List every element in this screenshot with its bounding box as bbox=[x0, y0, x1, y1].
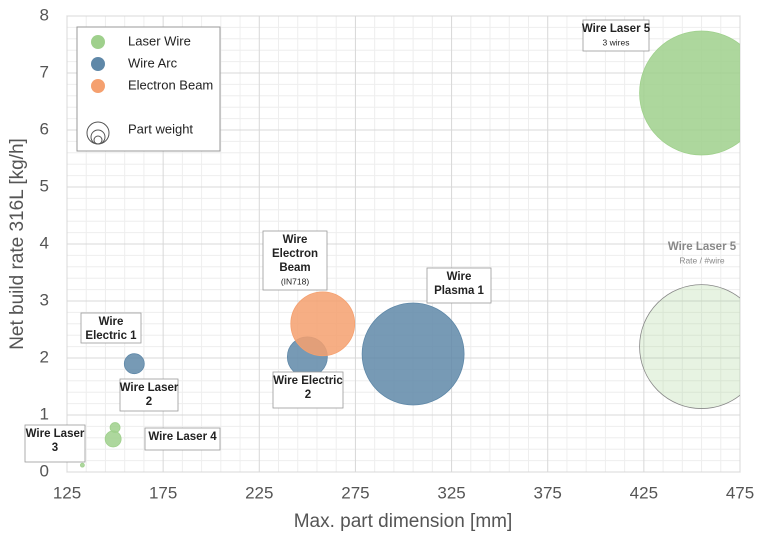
x-tick-label: 425 bbox=[630, 483, 658, 502]
legend-marker bbox=[91, 79, 105, 93]
bubble bbox=[639, 30, 740, 156]
y-tick-label: 2 bbox=[40, 347, 49, 366]
y-axis-title: Net build rate 316L [kg/h] bbox=[7, 138, 28, 350]
bubble-label: (IN718) bbox=[281, 276, 310, 286]
bubble bbox=[639, 284, 740, 409]
bubble-label: Wire Laser 5 bbox=[582, 23, 651, 35]
callout-box bbox=[24, 424, 86, 463]
callout-box bbox=[262, 230, 328, 291]
bubble-label: Wire Electric bbox=[273, 375, 343, 387]
bubble-label: 3 bbox=[52, 442, 58, 454]
x-tick-label: 175 bbox=[149, 483, 177, 502]
y-tick-label: 8 bbox=[40, 5, 49, 24]
y-tick-label: 7 bbox=[40, 62, 49, 81]
legend: Laser Wire Wire Arc Electron Beam Part weig… bbox=[76, 26, 221, 152]
legend-label: Wire Arc bbox=[128, 55, 178, 70]
bubble bbox=[104, 430, 122, 448]
x-tick-label: 125 bbox=[53, 483, 81, 502]
bubble-label: Electric 1 bbox=[85, 330, 137, 342]
size-legend-label: Part weight bbox=[128, 121, 193, 136]
bubble-label: 2 bbox=[146, 396, 152, 408]
x-tick-label: 225 bbox=[245, 483, 273, 502]
bubble-label: Plasma 1 bbox=[434, 285, 484, 297]
x-tick-label: 325 bbox=[437, 483, 465, 502]
bubble-label: Wire bbox=[447, 271, 472, 283]
bubble bbox=[79, 462, 85, 468]
bubble bbox=[123, 353, 145, 375]
callout-box bbox=[582, 19, 650, 52]
legend-label: Electron Beam bbox=[128, 77, 213, 92]
x-tick-label: 375 bbox=[534, 483, 562, 502]
y-tick-label: 3 bbox=[40, 290, 49, 309]
y-tick-label: 5 bbox=[40, 176, 49, 195]
bubbles bbox=[79, 30, 740, 468]
y-tick-label: 1 bbox=[40, 404, 49, 423]
y-tick-label: 4 bbox=[40, 233, 49, 252]
bubble bbox=[361, 302, 465, 406]
callout-box bbox=[80, 312, 142, 344]
bubble-label: Electron bbox=[272, 248, 318, 260]
legend-marker bbox=[91, 35, 105, 49]
bubble-label: 2 bbox=[305, 389, 311, 401]
legend-marker bbox=[91, 57, 105, 71]
size-legend-marker bbox=[93, 135, 103, 145]
callout-box bbox=[272, 371, 344, 409]
callout-box bbox=[426, 267, 492, 304]
x-tick-label: 475 bbox=[726, 483, 754, 502]
bubble-label: Wire Laser 4 bbox=[148, 431, 217, 443]
callout-box bbox=[144, 427, 221, 451]
callout-box bbox=[119, 378, 179, 412]
y-tick-label: 0 bbox=[40, 461, 49, 480]
bubble-label: Beam bbox=[279, 262, 310, 274]
bubble-label: 3 wires bbox=[603, 37, 630, 47]
legend-label: Laser Wire bbox=[128, 33, 191, 48]
y-tick-label: 6 bbox=[40, 119, 49, 138]
bubble bbox=[290, 291, 356, 357]
bubble-label: Wire Laser bbox=[26, 428, 85, 440]
x-tick-label: 275 bbox=[341, 483, 369, 502]
bubble-label: Wire bbox=[99, 316, 124, 328]
x-axis-title: Max. part dimension [mm] bbox=[294, 511, 513, 532]
bubble-label: Wire Laser bbox=[120, 382, 179, 394]
bubble-label: Rate / #wire bbox=[679, 255, 725, 265]
bubble-label: Wire bbox=[283, 234, 308, 246]
bubble-label: Wire Laser 5 bbox=[668, 241, 737, 253]
